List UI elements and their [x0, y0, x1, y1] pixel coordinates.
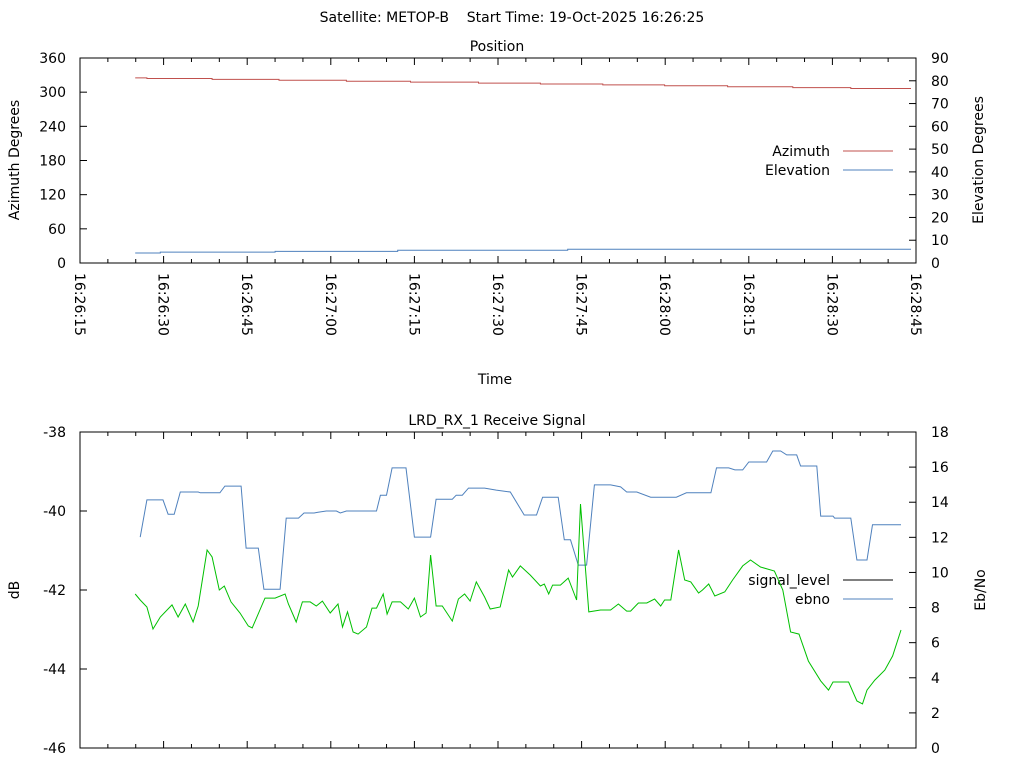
y-tick-label: 120 [39, 188, 66, 204]
x-tick-label: 16:27:30 [489, 273, 505, 336]
y-tick-label: 240 [39, 119, 66, 135]
y2-tick-label: 50 [931, 142, 949, 158]
y-tick-label: -40 [43, 504, 66, 520]
y2-tick-label: 12 [931, 530, 949, 546]
y-tick-label: -38 [43, 425, 66, 441]
y-tick-label: -46 [43, 741, 66, 757]
position-ylabel: Azimuth Degrees [7, 100, 23, 220]
y2-tick-label: 80 [931, 74, 949, 90]
y-tick-label: -44 [43, 662, 66, 678]
legend-signal-level-label: signal_level [748, 573, 830, 589]
y2-tick-label: 16 [931, 460, 949, 476]
y-tick-label: 60 [48, 222, 66, 238]
x-tick-label: 16:28:30 [823, 273, 839, 336]
legend-ebno-label: ebno [795, 592, 830, 608]
y2-tick-label: 30 [931, 188, 949, 204]
position-y2label: Elevation Degrees [971, 96, 987, 224]
y2-tick-label: 0 [931, 256, 940, 272]
y-tick-label: -42 [43, 583, 66, 599]
series-line-green-trace-eb-no- [134, 503, 902, 705]
x-tick-label: 16:27:15 [405, 273, 421, 336]
x-tick-label: 16:28:15 [740, 273, 756, 336]
x-tick-label: 16:27:00 [322, 273, 338, 336]
y2-tick-label: 2 [931, 706, 940, 722]
y-tick-label: 0 [57, 256, 66, 272]
plot-frame [79, 57, 917, 264]
y2-tick-label: 14 [931, 495, 949, 511]
x-tick-label: 16:28:00 [656, 273, 672, 336]
x-tick-label: 16:26:30 [155, 273, 171, 336]
receive-signal-ylabel: dB [7, 581, 23, 600]
y2-tick-label: 4 [931, 671, 940, 687]
y2-tick-label: 0 [931, 741, 940, 757]
x-tick-label: 16:28:45 [907, 273, 923, 336]
receive-signal-y2label: Eb/No [973, 569, 989, 611]
x-tick-label: 16:26:45 [238, 273, 254, 336]
page-title: Satellite: METOP-B Start Time: 19-Oct-20… [320, 10, 705, 26]
y2-tick-label: 10 [931, 233, 949, 249]
x-tick-label: 16:26:15 [71, 273, 87, 336]
position-plot: Position Time Azimuth Degrees Elevation … [7, 39, 987, 388]
y2-tick-label: 10 [931, 565, 949, 581]
y2-tick-label: 8 [931, 601, 940, 617]
y2-tick-label: 70 [931, 97, 949, 113]
y-tick-label: 360 [39, 51, 66, 67]
y2-tick-label: 6 [931, 636, 940, 652]
series-line-azimuth [135, 77, 911, 89]
y2-tick-label: 60 [931, 119, 949, 135]
x-tick-label: 16:27:45 [573, 273, 589, 336]
y-tick-label: 180 [39, 154, 66, 170]
series-line-elevation [135, 248, 911, 254]
plot-frame [79, 431, 917, 749]
series-line-blue-trace-db- [139, 450, 901, 590]
y2-tick-label: 18 [931, 425, 949, 441]
receive-signal-title: LRD_RX_1 Receive Signal [408, 413, 585, 429]
y2-tick-label: 90 [931, 51, 949, 67]
legend-elevation-label: Elevation [765, 163, 830, 179]
y-tick-label: 300 [39, 85, 66, 101]
legend-azimuth-label: Azimuth [772, 144, 830, 160]
position-xlabel: Time [477, 372, 512, 388]
position-title: Position [470, 39, 525, 55]
y2-tick-label: 40 [931, 165, 949, 181]
receive-signal-plot: LRD_RX_1 Receive Signal dB Eb/No signal_… [7, 413, 989, 757]
y2-tick-label: 20 [931, 210, 949, 226]
